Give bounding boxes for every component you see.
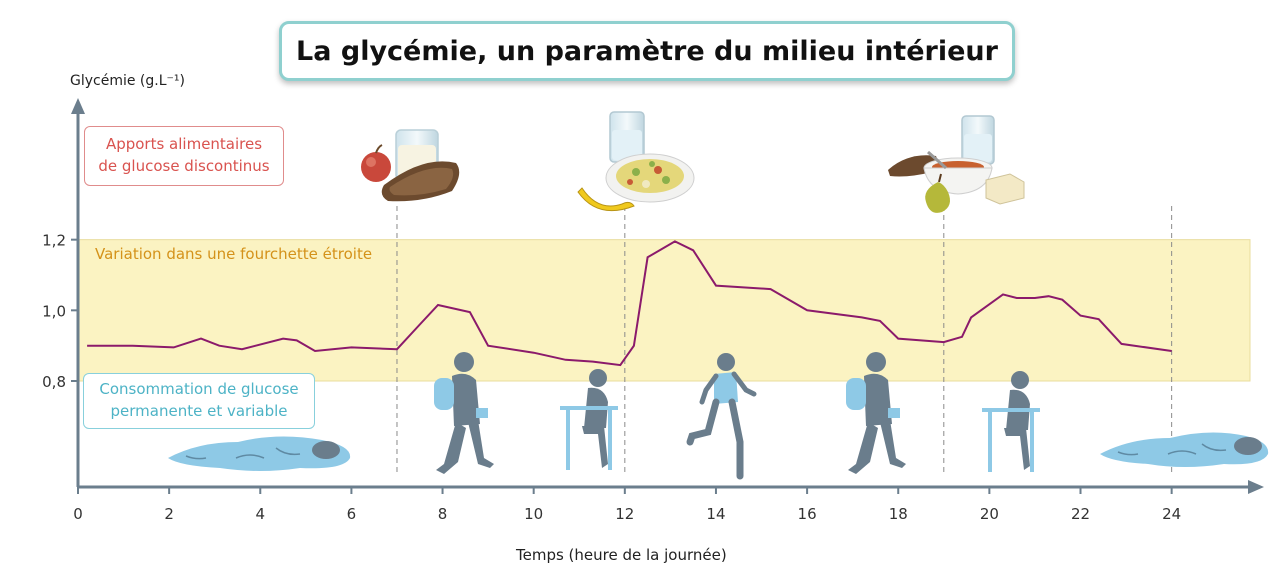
x-tick-label-1: 2 bbox=[164, 505, 174, 523]
sleeping-person bbox=[168, 436, 351, 471]
banana-icon bbox=[577, 187, 635, 212]
apple-icon bbox=[361, 152, 391, 182]
y-tick-label-1: 1,0 bbox=[42, 302, 66, 320]
pear-icon bbox=[925, 173, 950, 213]
glycemia-line bbox=[87, 240, 1172, 367]
seated-student bbox=[560, 369, 618, 470]
y-axis-arrow bbox=[71, 98, 85, 114]
meal-lunch bbox=[577, 111, 695, 212]
food-intake-annotation: Apports alimentaires de glucose disconti… bbox=[84, 126, 284, 186]
desk-icon bbox=[560, 406, 618, 410]
sleeping-person bbox=[1100, 432, 1269, 467]
seated-student bbox=[982, 371, 1040, 472]
x-tick-label-12: 24 bbox=[1162, 505, 1181, 523]
x-axis-label: Temps (heure de la journée) bbox=[516, 546, 727, 564]
desk-icon bbox=[982, 408, 1040, 412]
x-tick-label-7: 14 bbox=[706, 505, 725, 523]
y-tick-label-2: 1,2 bbox=[42, 232, 66, 250]
x-axis-arrow bbox=[1248, 480, 1264, 494]
y-axis-label: Glycémie (g.L⁻¹) bbox=[70, 73, 185, 89]
backpack-icon bbox=[846, 378, 866, 410]
x-tick-label-8: 16 bbox=[798, 505, 817, 523]
meal-time-guides bbox=[396, 206, 1173, 476]
x-tick-label-2: 4 bbox=[256, 505, 266, 523]
bread-icon bbox=[381, 161, 460, 202]
walking-student bbox=[846, 352, 906, 474]
water-glass-icon bbox=[609, 111, 645, 163]
x-tick-label-5: 10 bbox=[524, 505, 543, 523]
meal-dinner bbox=[888, 115, 1025, 213]
food-intake-line-1: Apports alimentaires bbox=[105, 135, 263, 153]
x-ticks: 0 2 4 6 8 10 12 14 16 18 20 22 24 bbox=[73, 487, 1181, 523]
cheese-icon bbox=[985, 173, 1025, 205]
backpack-icon bbox=[434, 378, 454, 410]
x-tick-label-10: 20 bbox=[980, 505, 999, 523]
water-glass-icon bbox=[961, 115, 995, 165]
food-intake-line-2: de glucose discontinus bbox=[98, 157, 270, 175]
salad-plate-icon bbox=[605, 153, 695, 203]
x-tick-label-3: 6 bbox=[347, 505, 357, 523]
meal-breakfast bbox=[361, 129, 460, 202]
x-tick-label-9: 18 bbox=[889, 505, 908, 523]
running-person bbox=[686, 353, 757, 480]
consumption-line-1: Consommation de glucose bbox=[99, 380, 299, 398]
walking-student bbox=[434, 352, 494, 474]
band-annotation: Variation dans une fourchette étroite bbox=[95, 245, 373, 263]
x-tick-label-6: 12 bbox=[615, 505, 634, 523]
x-tick-label-0: 0 bbox=[73, 505, 83, 523]
consumption-line-2: permanente et variable bbox=[110, 402, 288, 420]
normal-range-band bbox=[77, 239, 1251, 382]
x-tick-label-11: 22 bbox=[1071, 505, 1090, 523]
y-tick-label-0: 0,8 bbox=[42, 373, 66, 391]
title-box: La glycémie, un paramètre du milieu inté… bbox=[279, 21, 1015, 81]
x-tick-label-4: 8 bbox=[438, 505, 448, 523]
chart-title: La glycémie, un paramètre du milieu inté… bbox=[296, 35, 998, 67]
consumption-annotation: Consommation de glucose permanente et va… bbox=[83, 373, 315, 429]
y-ticks: 0,8 1,0 1,2 bbox=[42, 232, 78, 391]
